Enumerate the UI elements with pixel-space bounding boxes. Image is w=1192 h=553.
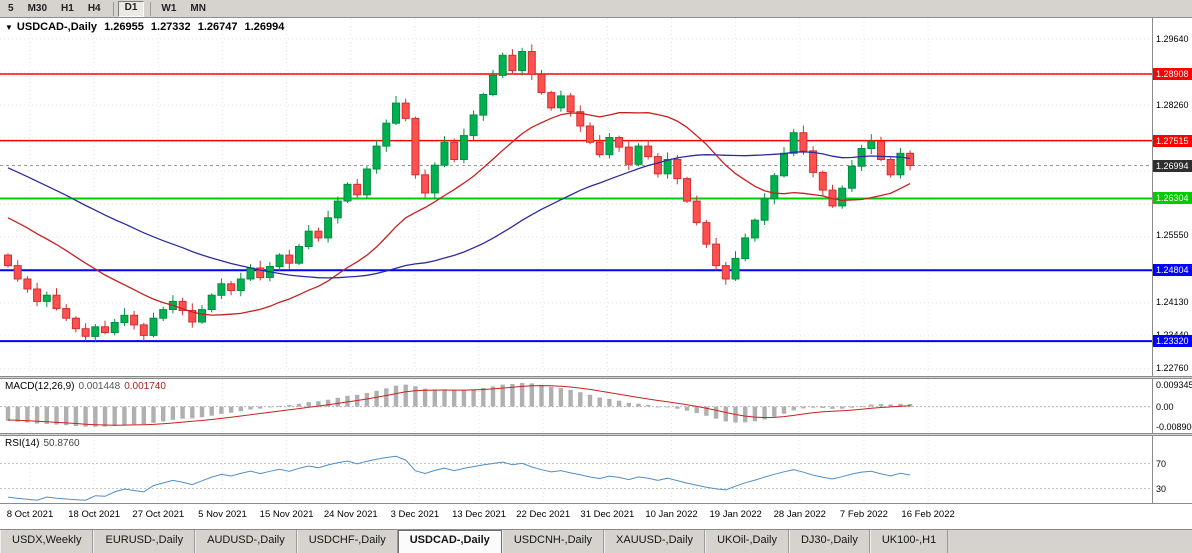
candlestick-chart[interactable] [0,18,1152,376]
timeframe-m30-button[interactable]: M30 [27,2,48,14]
price-tick: 1.25550 [1156,229,1189,240]
main-chart-pane: ▼ USDCAD-,Daily 1.26955 1.27332 1.26747 1… [0,18,1192,376]
macd-pane: MACD(12,26,9) 0.001448 0.001740 0.009345 0.… [0,379,1192,433]
macd-chart[interactable] [0,379,1152,433]
toolbar-separator [112,1,114,16]
macd-name: MACD(12,26,9) [5,381,75,392]
price-line-badge: 1.23320 [1153,335,1192,348]
price-scale[interactable]: 1.296401.282601.255501.241301.234401.227… [1152,18,1192,376]
price-line-badge: 1.24804 [1153,264,1192,277]
tab-usdx-weekly[interactable]: USDX,Weekly [0,530,94,553]
tab-ukoil-daily[interactable]: UKOil-,Daily [705,530,789,553]
timeframe-5-button[interactable]: 5 [8,2,14,14]
price-line-badge: 1.26304 [1153,192,1192,205]
current-price-badge: 1.26994 [1153,159,1192,172]
macd-signal-value: 0.001740 [124,381,166,392]
date-label: 27 Oct 2021 [132,509,185,520]
timeframe-w1-button[interactable]: W1 [161,2,177,14]
price-tick: -0.008900 [1156,422,1192,432]
price-line-badge: 1.27515 [1153,134,1192,147]
timeframe-toolbar: 5 M30 H1 H4 D1 W1 MN [0,0,1192,18]
macd-main-value: 0.001448 [78,381,121,392]
rsi-value: 50.8760 [43,438,80,449]
price-tick: 1.24130 [1156,297,1189,308]
chart-symbol-title: USDCAD-,Daily [16,21,97,33]
toolbar-separator [150,1,152,16]
tab-dj30-daily[interactable]: DJ30-,Daily [788,530,870,553]
rsi-chart[interactable] [0,436,1152,503]
macd-scale[interactable]: 0.009345 0.00 -0.008900 [1152,379,1192,433]
pane-splitter[interactable] [0,433,1192,436]
tab-usdcnh-daily[interactable]: USDCNH-,Daily [501,530,605,553]
date-label: 7 Feb 2022 [839,509,888,520]
date-label: 5 Nov 2021 [198,509,247,520]
tab-xauusd-daily[interactable]: XAUUSD-,Daily [604,530,706,553]
price-tick: 1.22760 [1156,362,1189,373]
price-tick: 70 [1156,458,1167,469]
tab-usdcad-daily[interactable]: USDCAD-,Daily [397,530,502,553]
ohlc-low: 1.26747 [197,21,238,33]
date-label: 24 Nov 2021 [323,509,378,520]
tab-uk100-h1[interactable]: UK100-,H1 [869,530,949,553]
date-label: 13 Dec 2021 [452,509,506,520]
date-label: 3 Dec 2021 [390,509,440,520]
price-tick: 1.29640 [1156,34,1189,45]
date-label: 19 Jan 2022 [709,509,762,520]
date-label: 16 Feb 2022 [901,509,955,520]
date-label: 18 Oct 2021 [68,509,121,520]
date-label: 28 Jan 2022 [773,509,826,520]
rsi-scale[interactable]: 70 30 [1152,436,1192,503]
date-label: 31 Dec 2021 [580,509,635,520]
tab-audusd-daily[interactable]: AUDUSD-,Daily [195,530,297,553]
price-tick: 0.009345 [1156,380,1192,390]
ohlc-close: 1.26994 [244,21,285,33]
price-tick: 1.28260 [1156,99,1189,110]
date-label: 10 Jan 2022 [645,509,698,520]
timeframe-h4-button[interactable]: H4 [87,2,101,14]
chart-title: ▼ USDCAD-,Daily 1.26955 1.27332 1.26747 1… [5,21,288,33]
macd-label: MACD(12,26,9) 0.001448 0.001740 [5,381,166,392]
rsi-label: RSI(14) 50.8760 [5,438,80,449]
timeframe-mn-button[interactable]: MN [190,2,206,14]
rsi-pane: RSI(14) 50.8760 70 30 [0,436,1192,503]
tab-usdchf-daily[interactable]: USDCHF-,Daily [296,530,398,553]
ohlc-high: 1.27332 [150,21,191,33]
tab-eurusd-daily[interactable]: EURUSD-,Daily [93,530,196,553]
timeframe-d1-button[interactable]: D1 [117,0,145,17]
pane-splitter[interactable] [0,376,1192,379]
symbol-dropdown-caret-icon[interactable]: ▼ [5,23,13,32]
date-label: 22 Dec 2021 [516,509,571,520]
ohlc-open: 1.26955 [104,21,144,33]
chart-tabs: USDX,Weekly EURUSD-,Daily AUDUSD-,Daily USD… [0,529,1192,553]
date-label: 8 Oct 2021 [6,509,54,520]
time-axis[interactable]: 8 Oct 2021 18 Oct 2021 27 Oct 2021 5 Nov 20… [0,503,1192,529]
price-tick: 0.00 [1156,401,1174,412]
rsi-name: RSI(14) [5,438,40,449]
price-tick: 30 [1156,483,1167,494]
timeframe-h1-button[interactable]: H1 [61,2,74,14]
date-label: 15 Nov 2021 [259,509,314,520]
price-line-badge: 1.28908 [1153,68,1192,81]
